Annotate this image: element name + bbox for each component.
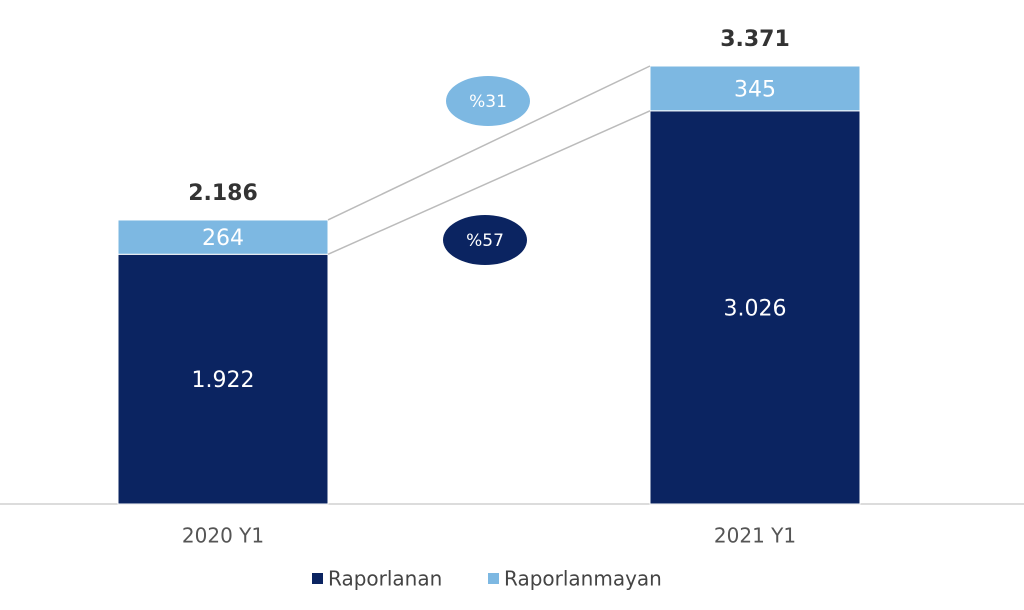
x-tick-label: 2020 Y1 xyxy=(182,524,264,548)
annotation: %31 xyxy=(469,92,507,112)
data-label: 3.026 xyxy=(724,296,787,321)
bar-segment xyxy=(649,110,861,505)
legend-swatch xyxy=(312,573,323,584)
bar-segment xyxy=(649,65,861,112)
legend-label: Raporlanan xyxy=(328,567,442,591)
annotation-bubble xyxy=(446,76,530,126)
total-label: 3.371 xyxy=(720,27,790,52)
legend-swatch xyxy=(488,573,499,584)
data-label: 264 xyxy=(202,226,244,251)
connector-line xyxy=(327,110,651,255)
data-label: 1.922 xyxy=(192,368,255,393)
annotation-bubble xyxy=(443,215,527,265)
bar-segment xyxy=(117,219,329,255)
data-label: 345 xyxy=(734,77,776,102)
legend-label: Raporlanmayan xyxy=(504,567,662,591)
x-tick-label: 2021 Y1 xyxy=(714,524,796,548)
bar-segment xyxy=(117,253,329,505)
total-label: 2.186 xyxy=(188,181,258,206)
connector-line xyxy=(327,65,651,221)
annotation: %57 xyxy=(466,231,504,251)
